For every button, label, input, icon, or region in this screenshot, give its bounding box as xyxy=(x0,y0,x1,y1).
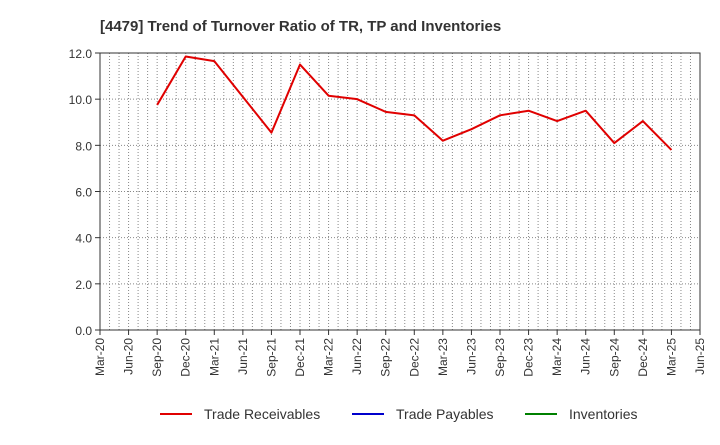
x-tick-label: Jun-23 xyxy=(464,338,478,375)
x-tick-label: Mar-24 xyxy=(550,338,564,376)
x-tick-label: Mar-21 xyxy=(207,338,221,376)
x-tick-label: Jun-21 xyxy=(236,338,250,375)
chart-title: [4479] Trend of Turnover Ratio of TR, TP… xyxy=(100,18,501,35)
legend-label: Trade Receivables xyxy=(204,406,320,422)
grid xyxy=(100,53,700,330)
x-tick-label: Jun-25 xyxy=(693,338,707,375)
legend: Trade Receivables Trade Payables Inventori… xyxy=(160,406,637,422)
legend-label: Trade Payables xyxy=(396,406,494,422)
x-tick-label: Sep-23 xyxy=(493,338,507,377)
y-tick-label: 4.0 xyxy=(75,232,92,246)
x-tick-label: Dec-21 xyxy=(293,338,307,377)
x-tick-label: Jun-22 xyxy=(350,338,364,375)
x-tick-label: Mar-22 xyxy=(322,338,336,376)
x-tick-label: Mar-25 xyxy=(664,338,678,376)
x-tick-label: Jun-24 xyxy=(579,338,593,375)
x-tick-label: Dec-23 xyxy=(522,338,536,377)
y-tick-label: 6.0 xyxy=(75,186,92,200)
x-tick-label: Sep-24 xyxy=(607,338,621,377)
x-tick-label: Dec-22 xyxy=(407,338,421,377)
legend-label: Inventories xyxy=(569,406,637,422)
y-tick-label: 12.0 xyxy=(69,47,93,61)
x-tick-label: Sep-21 xyxy=(264,338,278,377)
x-tick-label: Dec-24 xyxy=(636,338,650,377)
y-tick-label: 10.0 xyxy=(69,93,93,107)
x-tick-label: Mar-23 xyxy=(436,338,450,376)
y-tick-label: 8.0 xyxy=(75,139,92,153)
x-tick-label: Sep-20 xyxy=(150,338,164,377)
x-tick-label: Dec-20 xyxy=(179,338,193,377)
x-tick-label: Mar-20 xyxy=(93,338,107,376)
x-tick-label: Jun-20 xyxy=(122,338,136,375)
x-tick-label: Sep-22 xyxy=(379,338,393,377)
y-tick-label: 2.0 xyxy=(75,278,92,292)
y-tick-label: 0.0 xyxy=(75,324,92,338)
